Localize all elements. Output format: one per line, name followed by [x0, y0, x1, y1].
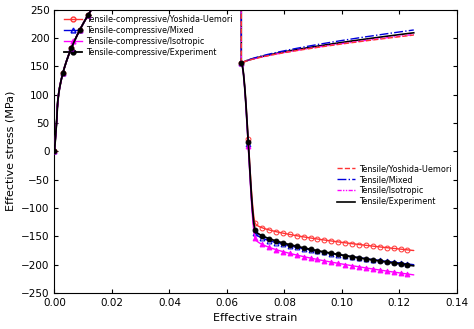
Y-axis label: Effective stress (MPa): Effective stress (MPa)	[6, 91, 16, 212]
X-axis label: Effective strain: Effective strain	[213, 314, 298, 323]
Legend: Tensile/Yoshida-Uemori, Tensile/Mixed, Tensile/Isotropic, Tensile/Experiment: Tensile/Yoshida-Uemori, Tensile/Mixed, T…	[336, 163, 453, 208]
